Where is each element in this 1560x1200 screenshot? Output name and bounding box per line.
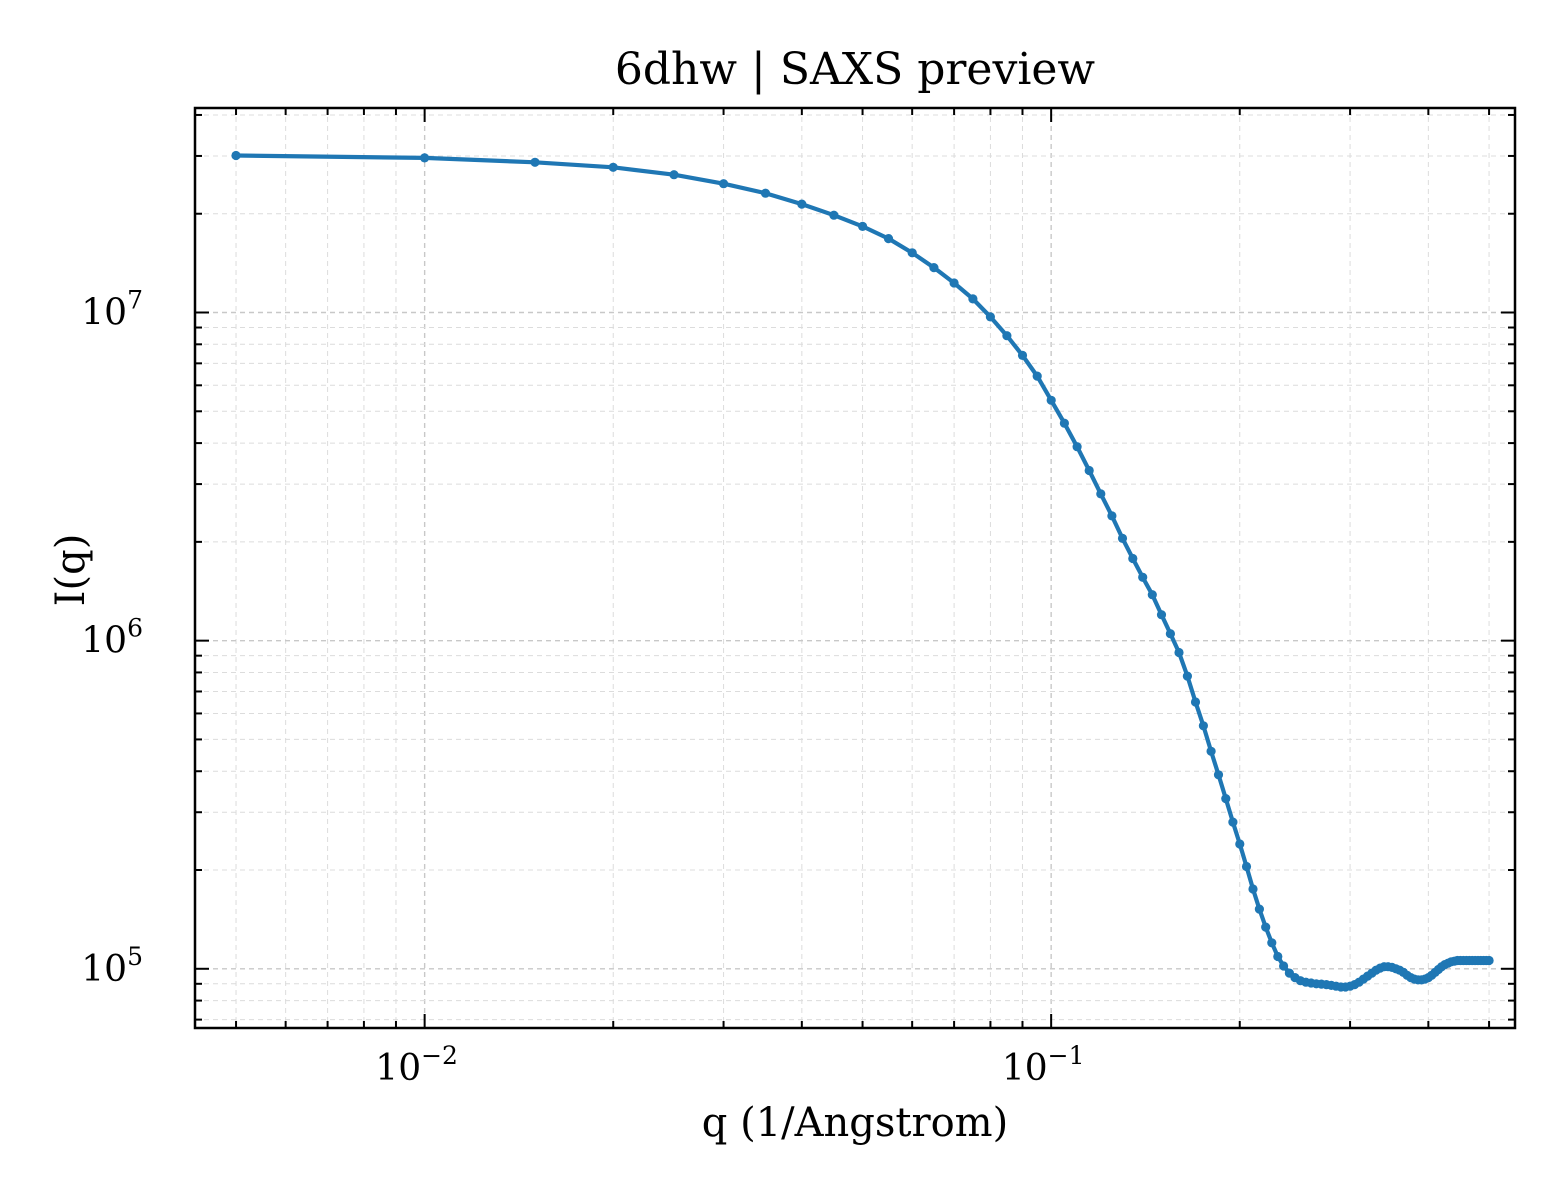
data-point (949, 278, 959, 288)
grid (195, 108, 1515, 1028)
data-point (883, 234, 894, 244)
plot-frame (193, 106, 1517, 1030)
data-point (608, 162, 618, 172)
data-point (1117, 533, 1128, 544)
data-point (797, 199, 807, 209)
data-point (1241, 861, 1252, 872)
data-point (1059, 418, 1069, 428)
data-point (1002, 331, 1012, 341)
data-point (1279, 961, 1289, 971)
ticks: 10−2 10−1 105 106 107 (81, 108, 1515, 1089)
data-point (719, 179, 729, 189)
data-point (530, 157, 540, 167)
data-point (829, 210, 839, 220)
data-point (760, 188, 771, 198)
data-point (968, 294, 978, 304)
data-point (1174, 647, 1184, 658)
data-point (1165, 629, 1175, 639)
data-point (929, 263, 939, 273)
data-point (1147, 590, 1157, 600)
data-point (907, 248, 917, 258)
data-point (858, 221, 868, 231)
data-point (1248, 884, 1258, 894)
data-point (1273, 951, 1283, 962)
data-point (1156, 610, 1167, 620)
data-point (1235, 839, 1245, 849)
data-point (1096, 489, 1106, 499)
data-point (1261, 922, 1271, 932)
data-point (1138, 572, 1148, 582)
y-tick-label: 107 (81, 286, 143, 334)
data-point (669, 170, 679, 180)
data-point (1032, 371, 1042, 381)
data-point (1072, 442, 1082, 452)
data-point (1206, 746, 1216, 756)
data-point (1484, 955, 1494, 966)
x-axis-label: q (1/Angstrom) (702, 1100, 1008, 1146)
x-tick-label: 10−2 (375, 1041, 458, 1089)
data-point (1267, 938, 1277, 948)
y-tick-label: 105 (81, 942, 143, 990)
data-point (1084, 465, 1094, 476)
data-point (1213, 770, 1224, 780)
series-layer (231, 150, 1494, 992)
data-point (231, 150, 241, 161)
data-point (1198, 721, 1208, 731)
data-point (1128, 553, 1138, 564)
data-point (1046, 395, 1056, 405)
data-point (420, 153, 430, 163)
data-point (985, 312, 996, 322)
data-point (1190, 697, 1201, 707)
y-tick-label: 106 (81, 614, 143, 662)
data-point (1221, 794, 1231, 804)
y-axis-label: I(q) (48, 534, 94, 607)
data-point (1017, 350, 1028, 360)
data-point (1107, 511, 1117, 521)
data-point (1182, 671, 1192, 681)
data-point (1254, 904, 1264, 914)
data-point (1228, 817, 1238, 827)
chart-title: 6dhw | SAXS preview (615, 44, 1096, 95)
x-tick-label: 10−1 (1002, 1041, 1085, 1089)
